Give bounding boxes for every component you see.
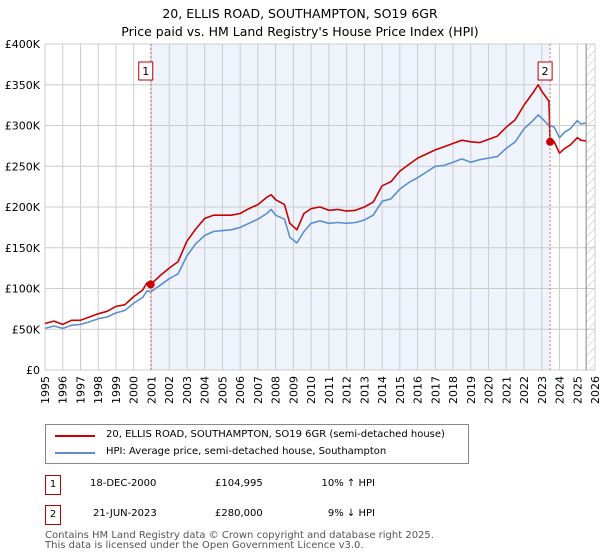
transaction-badge: 1	[45, 475, 61, 495]
transaction-badge: 2	[45, 505, 61, 525]
x-tick-label: 2019	[465, 376, 478, 404]
transaction-hpi-diff: 9% ↓ HPI	[327, 508, 375, 519]
x-tick-label: 2023	[536, 376, 549, 404]
x-tick-label: 2012	[341, 376, 354, 404]
x-tick-label: 2008	[270, 376, 283, 404]
x-tick-label: 2010	[305, 376, 318, 404]
x-tick-label: 1996	[57, 376, 70, 404]
chart-title: 20, ELLIS ROAD, SOUTHAMPTON, SO19 6GR	[162, 6, 438, 21]
x-tick-label: 2017	[429, 376, 442, 404]
x-tick-label: 2005	[216, 376, 229, 404]
sale-point	[546, 137, 555, 146]
sale-point	[146, 280, 155, 289]
transaction-price: £280,000	[215, 508, 263, 519]
x-tick-label: 2002	[163, 376, 176, 404]
y-tick-label: £400K	[5, 38, 41, 51]
x-tick-label: 1999	[110, 376, 123, 404]
x-tick-label: 2014	[376, 376, 389, 404]
y-tick-label: £150K	[5, 242, 41, 255]
y-tick-label: £300K	[5, 120, 41, 133]
chart-subtitle: Price paid vs. HM Land Registry's House …	[121, 24, 479, 39]
y-tick-label: £0	[26, 364, 40, 377]
x-tick-label: 2021	[500, 376, 513, 404]
x-tick-label: 2013	[358, 376, 371, 404]
legend-label-hpi: HPI: Average price, semi-detached house,…	[106, 446, 387, 457]
x-tick-label: 2004	[199, 376, 212, 404]
x-tick-label: 2015	[394, 376, 407, 404]
price-chart: 1 2 1995 1996 1997 1998 1999 2000 2001 2002 2003 2…	[5, 38, 600, 404]
sale-label: 2	[542, 65, 549, 78]
x-tick-label: 2022	[518, 376, 531, 404]
attribution-line-1: Contains HM Land Registry data © Crown c…	[45, 530, 434, 541]
x-tick-label: 1995	[39, 376, 52, 404]
x-tick-label: 2006	[234, 376, 247, 404]
property-series-line	[44, 84, 587, 326]
attribution-footer: Contains HM Land Registry data © Crown c…	[45, 531, 434, 551]
x-tick-label: 2011	[323, 376, 336, 404]
y-tick-label: £100K	[5, 283, 41, 296]
x-tick-label: 2026	[589, 376, 600, 404]
x-tick-label: 2025	[571, 376, 584, 404]
hpi-series-line	[44, 114, 587, 330]
x-tick-label: 2007	[252, 376, 265, 404]
y-tick-label: £250K	[5, 160, 41, 173]
transaction-hpi-diff: 10% ↑ HPI	[321, 478, 375, 489]
transaction-price: £104,995	[215, 478, 263, 489]
x-tick-label: 2001	[145, 376, 158, 404]
x-tick-label: 2003	[181, 376, 194, 404]
attribution-line-2: This data is licensed under the Open Gov…	[45, 540, 364, 551]
legend-swatch-property	[55, 435, 95, 437]
legend-label-property: 20, ELLIS ROAD, SOUTHAMPTON, SO19 6GR (s…	[106, 429, 445, 440]
x-tick-label: 1997	[74, 376, 87, 404]
y-tick-label: £50K	[12, 323, 41, 336]
transaction-date: 21-JUN-2023	[93, 508, 157, 519]
x-tick-label: 2016	[412, 376, 425, 404]
x-tick-label: 2024	[554, 376, 567, 404]
legend-item-hpi: HPI: Average price, semi-detached house,…	[46, 445, 468, 461]
sale-label: 1	[142, 65, 149, 78]
chart-legend: 20, ELLIS ROAD, SOUTHAMPTON, SO19 6GR (s…	[45, 424, 469, 464]
legend-swatch-hpi	[55, 452, 95, 454]
y-tick-label: £200K	[5, 201, 41, 214]
sale-label-box	[537, 61, 553, 81]
x-tick-label: 1998	[92, 376, 105, 404]
x-tick-label: 2018	[447, 376, 460, 404]
legend-item-property: 20, ELLIS ROAD, SOUTHAMPTON, SO19 6GR (s…	[46, 428, 468, 444]
y-tick-label: £350K	[5, 79, 41, 92]
sale-label-box	[138, 61, 154, 81]
transaction-date: 18-DEC-2000	[90, 478, 157, 489]
x-tick-label: 2000	[128, 376, 141, 404]
x-tick-label: 2009	[287, 376, 300, 404]
x-tick-label: 2020	[483, 376, 496, 404]
